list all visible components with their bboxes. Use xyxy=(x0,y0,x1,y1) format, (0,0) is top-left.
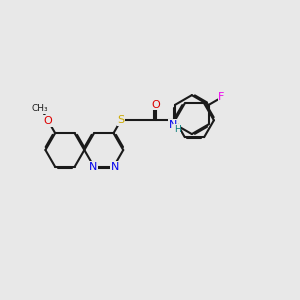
Text: N: N xyxy=(110,162,119,172)
Text: O: O xyxy=(44,116,52,126)
Text: N: N xyxy=(89,162,97,172)
Text: H: H xyxy=(174,125,181,134)
Text: F: F xyxy=(218,92,225,102)
Text: CH₃: CH₃ xyxy=(32,104,49,113)
Text: O: O xyxy=(152,100,161,110)
Text: S: S xyxy=(117,115,124,125)
Text: N: N xyxy=(169,120,177,130)
